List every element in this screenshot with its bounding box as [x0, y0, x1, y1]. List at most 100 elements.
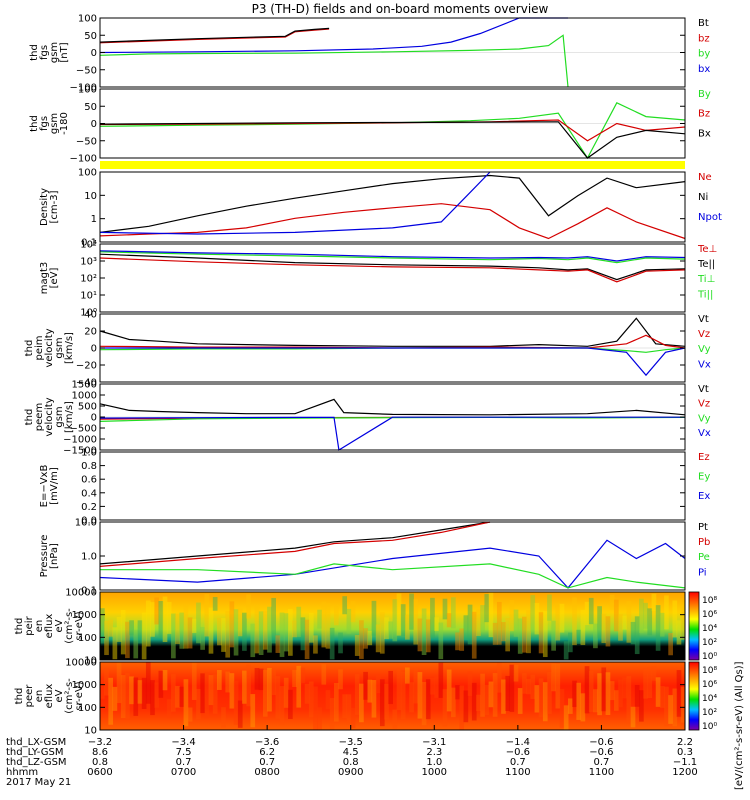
quality-flag-bar — [100, 161, 685, 169]
series-fgs_gsm-2 — [99, 28, 330, 44]
legend-fgs_gse: Bx — [698, 128, 711, 139]
colorbar-tick: 10⁶ — [702, 610, 717, 620]
colorbar-tick: 10⁸ — [702, 666, 717, 676]
series-fgs_gsm-3 — [99, 27, 330, 43]
spectrogram-ion_spec — [100, 592, 685, 660]
series-pressure-2 — [99, 539, 686, 589]
ytick-label: −1500 — [63, 446, 97, 457]
xaxis-value: 4.5 — [343, 747, 359, 758]
ylabel-ion_spec: eflux — [44, 614, 55, 639]
legend-vel_elec: Vz — [698, 399, 710, 410]
colorbar: 10⁸ 10⁶ 10⁴ 10² 10⁰ 10⁸ 10⁶ 10⁴ 10² 10⁰ [eV/(cm²-s… — [688, 591, 745, 790]
ylabel-vel_ion: peim — [34, 335, 45, 360]
ytick-label: 100 — [78, 168, 97, 179]
ytick-label: 0 — [91, 413, 97, 424]
panel-temperature: 10⁴ 10³ 10² 10¹ 10⁰ magt3 [eV] Te⊥ Te|| Ti⊥ Ti|| — [39, 240, 717, 319]
ytick-label: 0 — [91, 119, 97, 130]
ytick-label: 10000 — [65, 658, 97, 669]
xaxis-value: −0.6 — [506, 747, 530, 758]
ylabel-fgs_gse: gsm — [49, 113, 60, 134]
panel-vel_ion: 40 20 0 −20 −40 thd peim velocity gsm [km/s] Vt Vz V… — [24, 310, 711, 389]
series-fgs_gse-2 — [99, 121, 686, 159]
ytick-label: 10⁴ — [80, 240, 97, 251]
ytick-label: 0.6 — [81, 475, 97, 486]
xaxis-value: 8.6 — [92, 747, 108, 758]
ytick-label: 100 — [78, 703, 97, 714]
ytick-label: 50 — [84, 31, 97, 42]
ylabel-ion_spec: en — [34, 620, 45, 633]
ylabel-vel_elec: peem — [34, 403, 45, 431]
ytick-label: 1500 — [72, 380, 97, 391]
ylabel-fgs_gse: thd — [29, 115, 40, 132]
series-temperature-0 — [99, 251, 686, 264]
ytick-label: −40 — [76, 378, 97, 389]
ytick-label: 10 — [84, 726, 97, 737]
ylabel-ion_spec: eV — [54, 619, 65, 632]
legend-efield: Ez — [698, 452, 710, 463]
ytick-label: 10000 — [65, 588, 97, 599]
legend-fgs_gsm: bx — [698, 64, 710, 75]
panel-ion_spec: 10000 1000 100 10 thd peir en eflux eV (cm²-s-sr-… — [14, 588, 686, 667]
ytick-label: 100 — [78, 633, 97, 644]
ylabel-efield: [mV/m] — [49, 467, 60, 505]
series-vel_elec-3 — [99, 416, 685, 451]
xaxis-row-label: thd_LZ-GSM — [6, 757, 67, 768]
xaxis-value: 1200 — [672, 767, 697, 778]
legend-pressure: Pt — [698, 522, 708, 533]
ytick-label: 100 — [78, 85, 97, 96]
legend-vel_ion: Vt — [698, 314, 709, 325]
ylabel-ion_spec: (cm²-s- — [64, 608, 75, 644]
series-density-0 — [99, 174, 686, 233]
legend-fgs_gse: Bz — [698, 109, 710, 120]
xaxis-value: 0700 — [171, 767, 196, 778]
xaxis-value: −3.1 — [422, 737, 446, 748]
ylabel-ion_spec: thd — [14, 618, 25, 635]
legend-vel_ion: Vy — [698, 344, 711, 355]
xaxis-value: 0.3 — [677, 747, 693, 758]
xaxis-value: −3.4 — [171, 737, 195, 748]
ylabel-ion_spec: peir — [24, 615, 35, 635]
colorbar-tick: 10⁴ — [702, 694, 717, 704]
colorbar-tick: 10⁶ — [702, 680, 717, 690]
xaxis-value: 0900 — [338, 767, 363, 778]
legend-vel_elec: Vt — [698, 384, 709, 395]
legend-temperature: Te|| — [697, 259, 715, 270]
xaxis-value: 1100 — [505, 767, 530, 778]
xaxis-value: 0600 — [87, 767, 112, 778]
xaxis-value: −1.1 — [673, 757, 697, 768]
ytick-label: −100 — [70, 154, 97, 165]
frame-efield — [99, 451, 686, 521]
xaxis-value: 0800 — [254, 767, 279, 778]
ytick-label: −50 — [76, 136, 97, 147]
ylabel-vel_ion: velocity — [44, 328, 55, 367]
panel-fgs_gse: 100 50 0 −50 −100 thd fgs gsm -180 By Bz Bx — [29, 85, 711, 165]
ylabel-elec_spec: sr-eV) — [74, 681, 85, 710]
panel-efield: 1.0 0.8 0.6 0.4 0.2 0.0 E=−VxB [mV/m] Ez Ey Ex — [39, 448, 710, 527]
xaxis-value: −3.5 — [339, 737, 363, 748]
panel-elec_spec: 10000 1000 100 10 thd peer en eflux eV (cm²-s-sr-… — [14, 658, 686, 737]
ytick-label: −1000 — [63, 435, 97, 446]
ylabel-vel_ion: gsm — [54, 337, 65, 358]
panel-pressure: 10.0 1.0 0.1 Pressure [nPa] Pt Pb Pe Pi — [39, 518, 710, 597]
ylabel-vel_elec: [km/s] — [64, 401, 75, 433]
legend-density: Ni — [698, 192, 708, 203]
ylabel-pressure: [nPa] — [49, 543, 60, 569]
legend-efield: Ey — [698, 471, 710, 482]
ytick-label: 10⁰ — [80, 308, 97, 319]
ytick-label: −20 — [76, 361, 97, 372]
legend-temperature: Ti|| — [697, 289, 713, 300]
legend-fgs_gsm: Bt — [698, 18, 709, 29]
xaxis-value: 0.7 — [176, 757, 192, 768]
ytick-label: 1000 — [72, 391, 97, 402]
ylabel-temperature: [eV] — [49, 268, 60, 289]
legend-vel_elec: Vy — [698, 413, 711, 424]
colorbar-label: [eV/(cm²-s-sr-eV) (All Qs)] — [734, 661, 745, 790]
xaxis-value: −0.6 — [589, 747, 613, 758]
ytick-label: 20 — [84, 327, 97, 338]
ylabel-elec_spec: eflux — [44, 684, 55, 709]
ylabel-elec_spec: peer — [24, 684, 35, 708]
legend-fgs_gsm: bz — [698, 33, 710, 44]
ytick-label: −100 — [70, 83, 97, 94]
ytick-label: 0.0 — [81, 516, 97, 527]
